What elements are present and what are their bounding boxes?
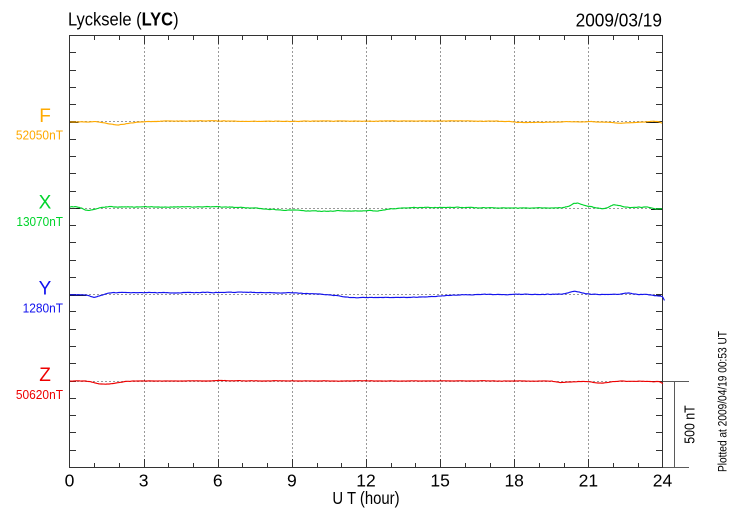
svg-text:F: F <box>39 106 51 127</box>
svg-text:52050nT: 52050nT <box>16 128 63 143</box>
svg-text:21: 21 <box>579 471 598 491</box>
svg-text:X: X <box>39 192 52 213</box>
svg-text:2009/03/19: 2009/03/19 <box>576 11 662 31</box>
svg-text:Plotted at 2009/04/19 00:53 UT: Plotted at 2009/04/19 00:53 UT <box>715 331 729 472</box>
svg-text:Y: Y <box>39 279 52 300</box>
svg-text:3: 3 <box>139 471 149 491</box>
svg-text:15: 15 <box>430 471 449 491</box>
svg-text:12: 12 <box>356 471 375 491</box>
svg-text:24: 24 <box>653 471 673 491</box>
svg-text:18: 18 <box>504 471 523 491</box>
svg-text:1280nT: 1280nT <box>23 300 63 315</box>
svg-text:0: 0 <box>65 471 75 491</box>
svg-text:U T (hour): U T (hour) <box>332 488 399 508</box>
svg-text:Z: Z <box>39 365 51 386</box>
svg-text:50620nT: 50620nT <box>16 387 63 402</box>
svg-text:6: 6 <box>213 471 223 491</box>
svg-text:13070nT: 13070nT <box>16 214 63 229</box>
svg-text:9: 9 <box>287 471 297 491</box>
svg-text:500 nT: 500 nT <box>683 405 699 444</box>
svg-text:Lycksele (LYC): Lycksele (LYC) <box>68 10 179 30</box>
